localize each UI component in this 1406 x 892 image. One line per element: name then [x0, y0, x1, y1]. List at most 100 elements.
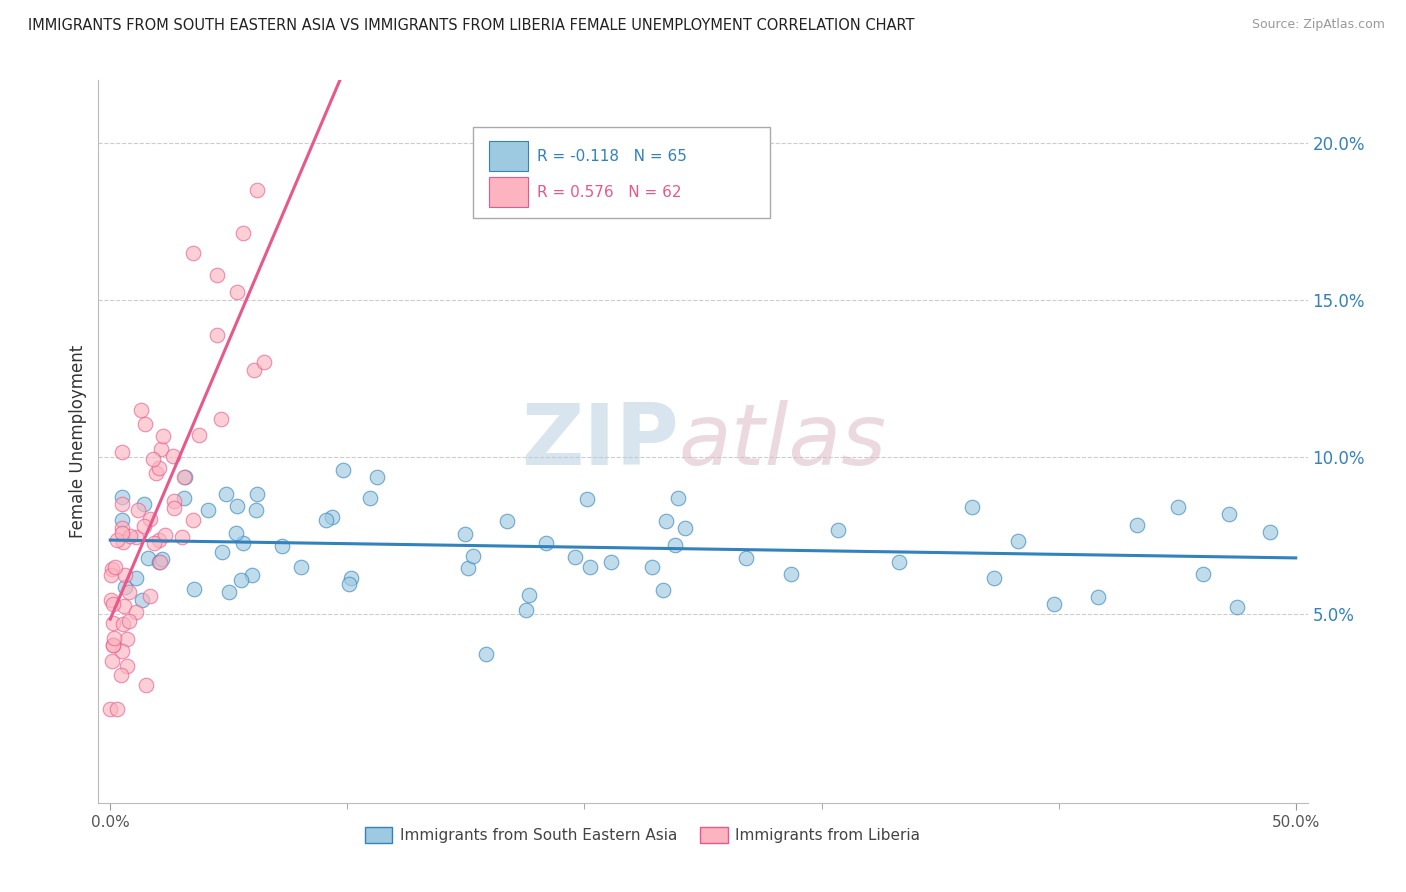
Point [98, 701, 121, 715]
Point [515, 602, 537, 616]
Y-axis label: Female Unemployment: Female Unemployment [69, 345, 87, 538]
Point [118, 584, 141, 599]
Point [111, 491, 134, 505]
Point [576, 492, 599, 507]
Point [142, 452, 165, 467]
Point [664, 538, 686, 552]
Text: Source: ZipAtlas.com: Source: ZipAtlas.com [1251, 18, 1385, 31]
Point [152, 429, 174, 443]
Point [242, 568, 264, 582]
Point [229, 573, 252, 587]
Text: ZIP: ZIP [522, 400, 679, 483]
Point [983, 571, 1005, 585]
Point [181, 246, 204, 260]
Point [215, 487, 238, 501]
Point [226, 500, 249, 514]
Point [960, 500, 983, 514]
Point [1126, 518, 1149, 533]
Point [173, 470, 195, 484]
Point [207, 327, 229, 342]
Text: R = 0.576   N = 62: R = 0.576 N = 62 [537, 185, 682, 200]
Point [579, 560, 602, 574]
Point [111, 534, 134, 549]
Point [134, 519, 156, 533]
Point [641, 559, 664, 574]
Point [148, 461, 170, 475]
Point [117, 614, 139, 628]
Point [187, 428, 209, 442]
Point [125, 530, 148, 544]
Point [209, 412, 232, 426]
Point [290, 560, 312, 574]
Point [145, 466, 167, 480]
Point [101, 562, 124, 576]
Point [104, 559, 127, 574]
Point [1043, 597, 1066, 611]
Text: R = -0.118   N = 65: R = -0.118 N = 65 [537, 149, 688, 163]
Point [827, 524, 849, 538]
Point [163, 501, 186, 516]
Point [246, 183, 269, 197]
Point [111, 521, 134, 535]
Point [1218, 507, 1240, 521]
Point [173, 491, 195, 506]
Point [1258, 525, 1281, 540]
Point [114, 580, 136, 594]
Point [100, 593, 122, 607]
Text: atlas: atlas [679, 400, 887, 483]
Point [564, 549, 586, 564]
Point [271, 539, 294, 553]
Point [655, 514, 678, 528]
Point [366, 470, 388, 484]
Point [111, 644, 134, 658]
Point [454, 527, 477, 541]
Point [218, 585, 240, 599]
Point [135, 677, 157, 691]
Point [734, 551, 756, 566]
Point [457, 561, 479, 575]
Point [1226, 599, 1249, 614]
Point [183, 582, 205, 597]
Point [148, 533, 170, 547]
Point [534, 535, 557, 549]
Point [332, 463, 354, 477]
Point [100, 567, 122, 582]
Point [111, 444, 134, 458]
Point [339, 571, 361, 585]
Point [143, 536, 166, 550]
Point [232, 226, 254, 240]
Point [463, 549, 485, 563]
Point [1007, 533, 1029, 548]
Point [243, 363, 266, 377]
FancyBboxPatch shape [474, 128, 769, 218]
Point [181, 513, 204, 527]
Point [105, 533, 128, 547]
Point [129, 402, 152, 417]
Point [150, 442, 173, 457]
Point [134, 417, 156, 431]
Point [779, 566, 801, 581]
Point [162, 449, 184, 463]
Point [139, 512, 162, 526]
Point [153, 528, 176, 542]
Point [111, 617, 134, 632]
Point [112, 599, 135, 614]
Point [132, 497, 155, 511]
Point [321, 510, 343, 524]
Point [150, 552, 173, 566]
Point [136, 550, 159, 565]
Point [359, 491, 381, 505]
Point [253, 355, 276, 369]
FancyBboxPatch shape [489, 178, 527, 208]
Text: IMMIGRANTS FROM SOUTH EASTERN ASIA VS IMMIGRANTS FROM LIBERIA FEMALE UNEMPLOYMEN: IMMIGRANTS FROM SOUTH EASTERN ASIA VS IM… [28, 18, 915, 33]
Point [101, 639, 124, 653]
Legend: Immigrants from South Eastern Asia, Immigrants from Liberia: Immigrants from South Eastern Asia, Immi… [359, 822, 927, 849]
Point [245, 503, 267, 517]
Point [101, 638, 124, 652]
FancyBboxPatch shape [489, 141, 527, 171]
Point [1192, 566, 1215, 581]
Point [651, 582, 673, 597]
Point [666, 491, 689, 505]
Point [889, 555, 911, 569]
Point [1087, 590, 1109, 604]
